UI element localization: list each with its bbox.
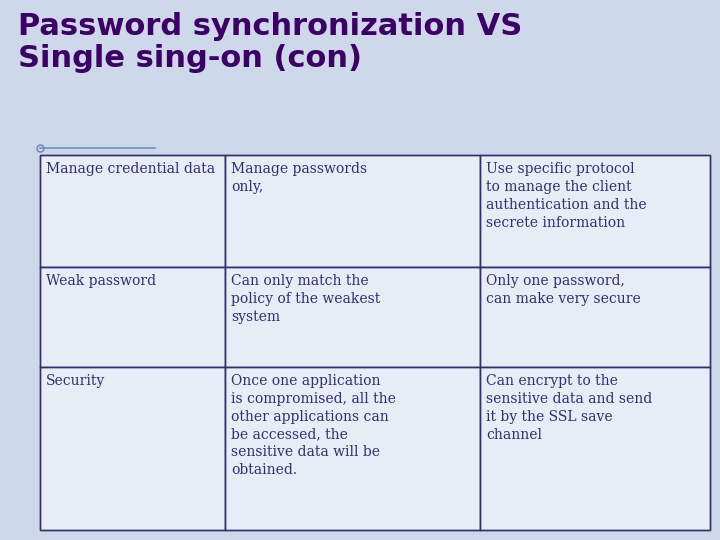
Text: Can only match the
policy of the weakest
system: Can only match the policy of the weakest… (231, 274, 380, 323)
Text: Only one password,
can make very secure: Only one password, can make very secure (486, 274, 641, 306)
Text: Security: Security (46, 374, 105, 388)
Text: Use specific protocol
to manage the client
authentication and the
secrete inform: Use specific protocol to manage the clie… (486, 162, 647, 230)
Text: Password synchronization VS
Single sing-on (con): Password synchronization VS Single sing-… (18, 12, 522, 73)
Text: Manage passwords
only,: Manage passwords only, (231, 162, 367, 194)
Text: Weak password: Weak password (46, 274, 156, 288)
Text: Can encrypt to the
sensitive data and send
it by the SSL save
channel: Can encrypt to the sensitive data and se… (486, 374, 652, 442)
Text: Manage credential data: Manage credential data (46, 162, 215, 176)
Text: Once one application
is compromised, all the
other applications can
be accessed,: Once one application is compromised, all… (231, 374, 396, 477)
